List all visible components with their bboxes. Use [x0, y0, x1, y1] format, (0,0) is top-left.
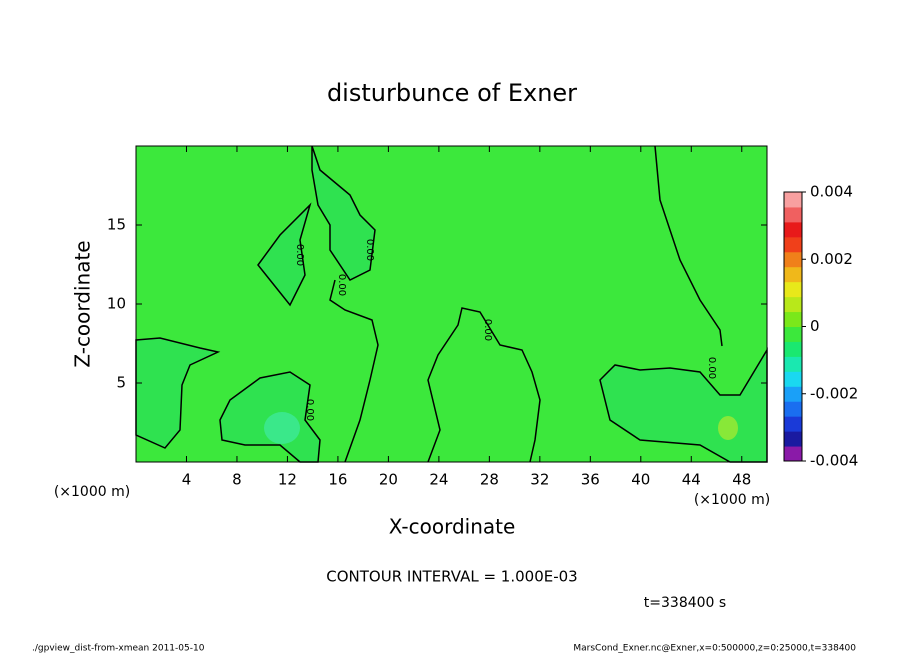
x-unit-label: (×1000 m) [694, 492, 770, 508]
contour-line [599, 347, 768, 463]
colorbar-swatch [784, 431, 802, 447]
colorbar-swatch [784, 236, 802, 253]
contour-line [654, 145, 723, 347]
colorbar-swatch [784, 446, 802, 462]
contour-line [219, 371, 321, 463]
colorbar-tick-label: 0 [810, 317, 820, 335]
colorbar-swatch [784, 401, 802, 417]
y-tick-label: 5 [116, 374, 126, 392]
x-tick-label: 24 [429, 471, 448, 489]
x-tick-label: 32 [530, 471, 549, 489]
contour-label: 0.00 [364, 239, 375, 261]
x-tick-label: 28 [480, 471, 499, 489]
contour-line [257, 202, 312, 307]
colorbar-swatch [784, 371, 802, 387]
chart-title: disturbunce of Exner [327, 79, 577, 107]
colorbar-tick-label: -0.002 [810, 384, 858, 402]
x-tick-label: 4 [182, 471, 192, 489]
colorbar-swatch [784, 356, 802, 372]
x-tick-label: 44 [682, 471, 701, 489]
x-tick-label: 12 [278, 471, 297, 489]
contour-label: 0.00 [304, 399, 315, 421]
colorbar-swatch [784, 311, 802, 327]
y-axis-label: Z-coordinate [71, 240, 95, 367]
colorbar-tick-label: -0.004 [810, 452, 858, 470]
colorbar-swatch [784, 386, 802, 402]
field-spot [264, 412, 300, 444]
contour-label: 0.00 [482, 319, 493, 341]
x-axis-label: X-coordinate [389, 515, 516, 539]
colorbar-swatch [784, 266, 802, 283]
y-tick-label: 15 [107, 216, 126, 234]
contour-label: 0.00 [294, 244, 305, 266]
footer-right: MarsCond_Exner.nc@Exner,x=0:500000,z=0:2… [573, 644, 856, 654]
contour-region [312, 146, 375, 280]
x-tick-label: 36 [581, 471, 600, 489]
x-tick-label: 20 [379, 471, 398, 489]
colorbar-swatch [784, 326, 802, 342]
contour-line [311, 145, 376, 281]
colorbar-swatch [784, 281, 802, 298]
footer-left: ./gpview_dist-from-xmean 2011-05-10 [32, 644, 205, 654]
colorbar-swatch [784, 192, 802, 208]
colorbar-swatch [784, 341, 802, 357]
x-unit-label: (×1000 m) [54, 484, 130, 500]
colorbar-swatch [784, 221, 802, 238]
contour-region [136, 338, 218, 448]
y-tick-label: 10 [107, 295, 126, 313]
contour-interval: CONTOUR INTERVAL = 1.000E-03 [326, 568, 577, 586]
colorbar-swatch [784, 296, 802, 313]
colorbar-swatch [784, 416, 802, 432]
x-tick-label: 40 [631, 471, 650, 489]
x-tick-label: 8 [232, 471, 242, 489]
contour-line [329, 279, 379, 463]
colorbar-swatch [784, 251, 802, 268]
plot-area: 0.00 0.00 0.00 0.00 0.00 0.00 [135, 145, 768, 463]
colorbar-tick-label: 0.004 [810, 183, 853, 201]
contour-line [427, 307, 541, 463]
contour-line [135, 337, 221, 449]
x-tick-label: 16 [328, 471, 347, 489]
contour-region [258, 205, 310, 305]
contour-label: 0.00 [336, 274, 347, 296]
x-tick-label: 48 [732, 471, 751, 489]
time-label: t=338400 s [644, 595, 726, 611]
field-spot [718, 416, 738, 440]
contour-label: 0.00 [706, 357, 717, 379]
colorbar-swatch [784, 206, 802, 223]
colorbar-tick-label: 0.002 [810, 250, 853, 268]
